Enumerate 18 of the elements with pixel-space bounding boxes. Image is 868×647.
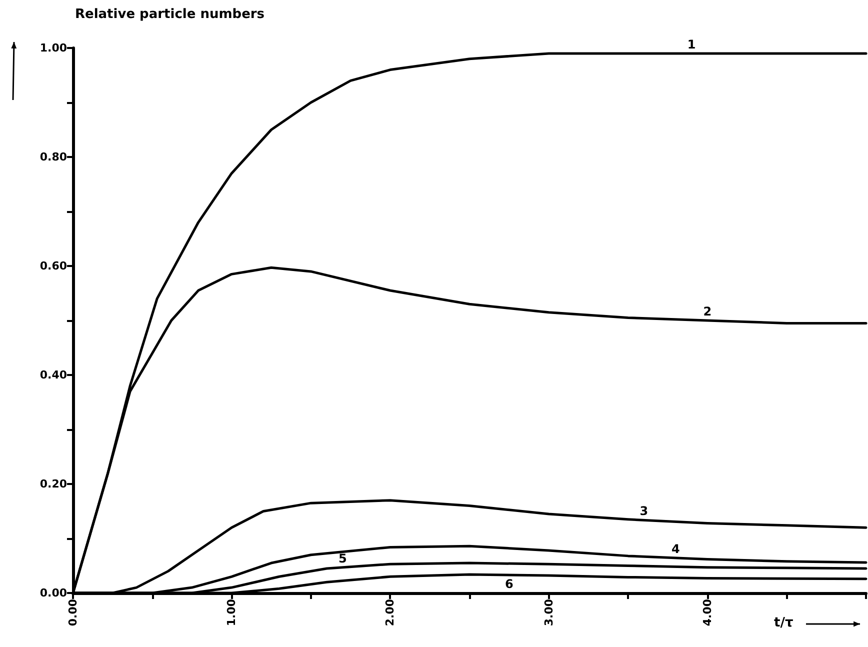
x-tick-label: 3.00 [542, 598, 556, 626]
series-label: 4 [672, 542, 680, 556]
series-label: 3 [640, 504, 648, 518]
y-tick-label: 0.80 [40, 150, 68, 164]
y-axis-title: Relative particle numbers [75, 7, 265, 22]
series-label: 6 [504, 577, 514, 592]
x-tick-label: 2.00 [384, 598, 397, 626]
y-tick-label: 0.60 [40, 260, 68, 272]
y-tick-label: 0.40 [40, 368, 68, 382]
series-label: 5 [338, 551, 347, 566]
y-tick-label: 0.20 [40, 478, 68, 490]
series-label: 1 [687, 37, 696, 52]
y-tick-label: 1.00 [40, 42, 68, 54]
x-tick-label: 4.00 [700, 598, 714, 626]
x-tick-label: 1.00 [225, 598, 238, 626]
y-tick-label: 0.00 [40, 586, 68, 600]
x-axis-title: t/τ [774, 616, 794, 630]
series-label: 2 [703, 304, 712, 318]
